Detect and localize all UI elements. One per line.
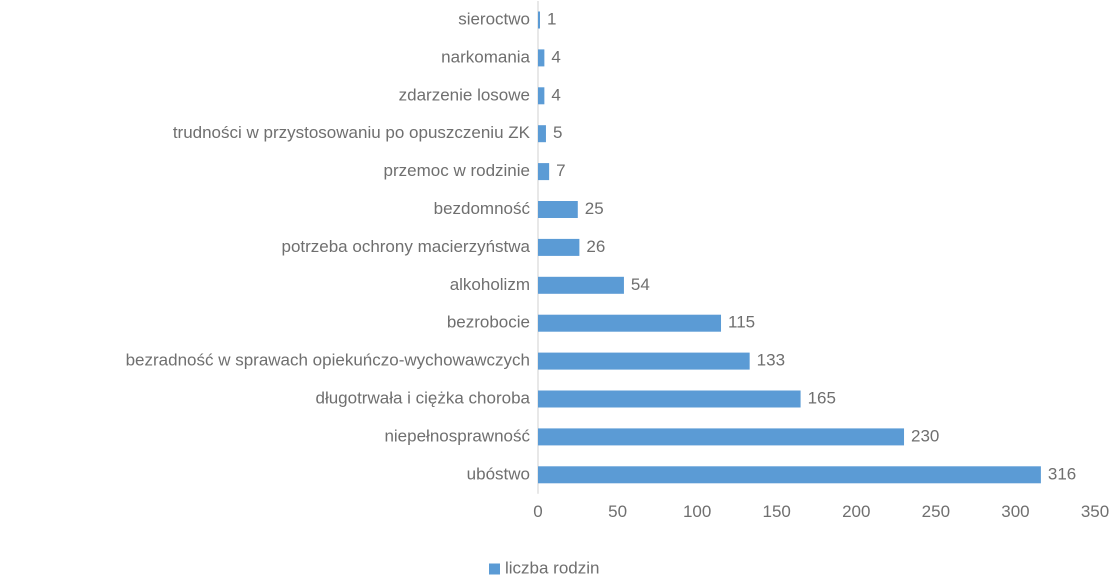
value-label: 4 [551, 85, 560, 104]
x-tick-label: 50 [608, 502, 627, 521]
value-label: 26 [586, 237, 605, 256]
bar [538, 276, 624, 294]
value-label: 5 [553, 123, 562, 142]
value-label: 54 [631, 275, 650, 294]
bar [538, 49, 545, 67]
category-label: narkomania [441, 47, 530, 66]
value-label: 25 [585, 199, 604, 218]
category-label: sieroctwo [458, 9, 530, 28]
value-label: 7 [556, 161, 565, 180]
bar [538, 125, 546, 143]
bar [538, 238, 580, 256]
category-label: bezradność w sprawach opiekuńczo-wychowa… [126, 351, 530, 370]
value-label: 115 [728, 313, 755, 332]
category-label: trudności w przystosowaniu po opuszczeni… [173, 123, 531, 142]
category-label: alkoholizm [450, 275, 530, 294]
category-label: bezdomność [434, 199, 531, 218]
value-label: 4 [551, 47, 560, 66]
value-label: 165 [808, 388, 836, 407]
category-label: niepełnosprawność [384, 426, 530, 445]
bar [538, 466, 1041, 484]
x-tick-label: 350 [1081, 502, 1109, 521]
legend-swatch [489, 563, 500, 575]
value-label: 230 [911, 426, 939, 445]
category-label: ubóstwo [467, 464, 530, 483]
bar [538, 428, 905, 446]
bar [538, 390, 801, 408]
x-tick-label: 200 [842, 502, 870, 521]
x-tick-label: 150 [763, 502, 791, 521]
bar [538, 163, 550, 181]
category-label: przemoc w rodzinie [384, 161, 530, 180]
category-label: bezrobocie [447, 313, 530, 332]
x-tick-label: 300 [1001, 502, 1029, 521]
value-label: 1 [547, 9, 556, 28]
value-label: 133 [757, 351, 785, 370]
category-label: zdarzenie losowe [399, 85, 530, 104]
bar [538, 201, 578, 218]
category-label: potrzeba ochrony macierzyństwa [281, 237, 530, 256]
x-tick-label: 250 [922, 502, 950, 521]
x-tick-label: 100 [683, 502, 711, 521]
category-label: długotrwała i ciężka choroba [315, 388, 530, 407]
value-label: 316 [1048, 464, 1076, 483]
bar [538, 352, 750, 370]
legend-label: liczba rodzin [505, 558, 600, 577]
bar [538, 11, 540, 29]
bar [538, 314, 722, 332]
x-tick-label: 0 [533, 502, 542, 521]
bar [538, 87, 545, 105]
